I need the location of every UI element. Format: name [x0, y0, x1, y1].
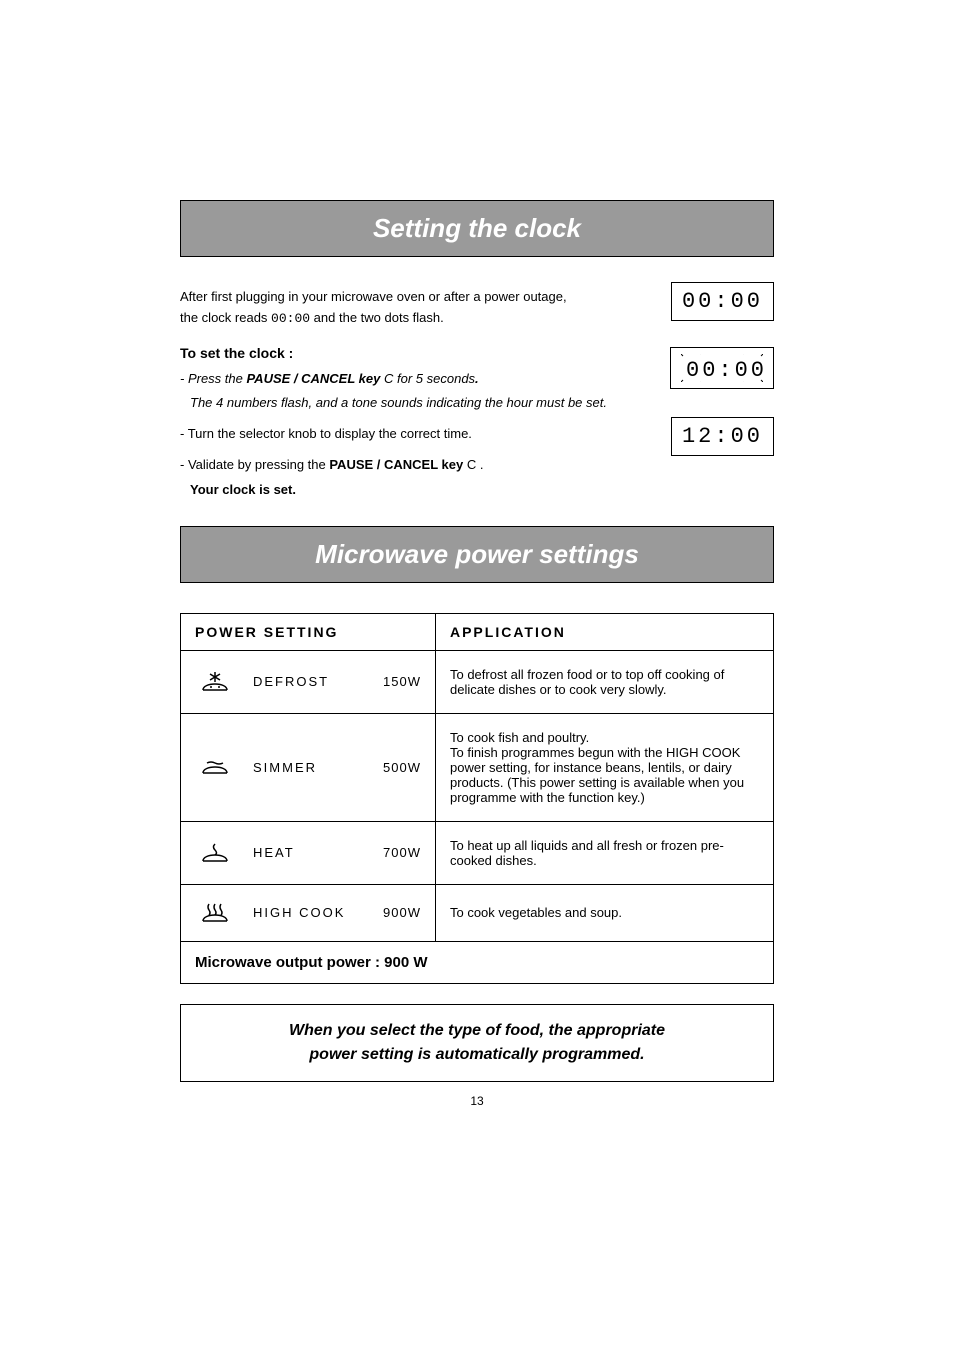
power-watts: 700W [383, 845, 421, 860]
note-line-2: power setting is automatically programme… [211, 1043, 743, 1067]
power-name: SIMMER [253, 760, 365, 775]
display-set: 12:00 [671, 417, 774, 456]
pause-cancel-key-symbol-2: C [467, 455, 476, 476]
section-title-clock: Setting the clock [373, 213, 581, 243]
clock-instructions: 00:00 00:00 12:00 After first plugging i… [180, 287, 774, 501]
application-text: To heat up all liquids and all fresh or … [435, 821, 773, 884]
display-flashing: 00:00 [670, 347, 774, 389]
power-watts: 900W [383, 905, 421, 920]
table-row: SIMMER 500W To cook fish and poultry. To… [181, 713, 774, 821]
note-box: When you select the type of food, the ap… [180, 1004, 774, 1082]
table-row: HIGH COOK 900W To cook vegetables and so… [181, 884, 774, 941]
section-title-bar-clock: Setting the clock [180, 200, 774, 257]
table-header-application: APPLICATION [435, 613, 773, 650]
power-watts: 500W [383, 760, 421, 775]
simmer-icon [195, 755, 235, 779]
power-name: HEAT [253, 845, 365, 860]
table-header-power: POWER SETTING [181, 613, 436, 650]
output-power-row: Microwave output power : 900 W [181, 941, 774, 983]
pause-cancel-key-symbol: C [384, 369, 393, 390]
power-name: HIGH COOK [253, 905, 365, 920]
step-3: - Validate by pressing the PAUSE / CANCE… [180, 455, 774, 476]
display-value-1: 00:00 [682, 289, 763, 314]
power-settings-table: POWER SETTING APPLICATION [180, 613, 774, 984]
display-initial: 00:00 [671, 282, 774, 321]
display-value-2: 00:00 [686, 358, 763, 382]
table-row: DEFROST 150W To defrost all frozen food … [181, 650, 774, 713]
heat-icon [195, 841, 235, 865]
output-power-label: Microwave output power : 900 W [181, 941, 774, 983]
application-text: To cook fish and poultry. To finish prog… [435, 713, 773, 821]
note-line-1: When you select the type of food, the ap… [211, 1019, 743, 1043]
display-value-3: 12:00 [682, 424, 763, 449]
application-text: To defrost all frozen food or to top off… [435, 650, 773, 713]
section-title-power: Microwave power settings [315, 539, 639, 569]
power-watts: 150W [383, 674, 421, 689]
table-row: HEAT 700W To heat up all liquids and all… [181, 821, 774, 884]
step-1-detail: The 4 numbers flash, and a tone sounds i… [180, 393, 774, 414]
page-number: 13 [180, 1094, 774, 1108]
section-title-bar-power: Microwave power settings [180, 526, 774, 583]
application-text: To cook vegetables and soup. [435, 884, 773, 941]
defrost-icon [195, 670, 235, 694]
power-name: DEFROST [253, 674, 365, 689]
step-3-confirm: Your clock is set. [180, 480, 774, 501]
high-cook-icon [195, 901, 235, 925]
